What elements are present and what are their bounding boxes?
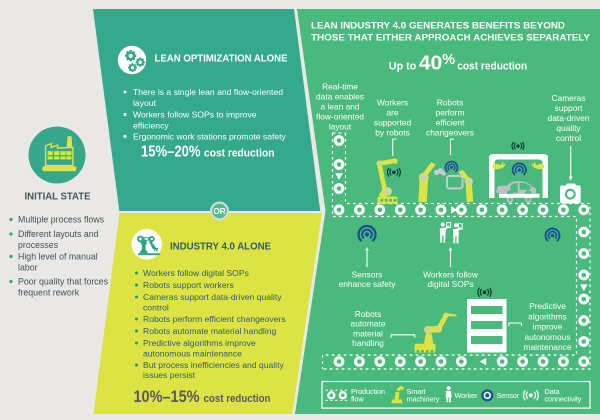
svg-text:Production: Production: [351, 387, 385, 396]
svg-text:Robots: Robots: [437, 98, 464, 108]
svg-text:Workers follow: Workers follow: [423, 270, 479, 280]
svg-text:15%–20%cost reduction: 15%–20% cost reduction: [141, 144, 275, 161]
svg-text:Robots automate material handl: Robots automate material handling: [143, 326, 277, 336]
svg-text:Data: Data: [545, 387, 561, 396]
svg-text:Predictive algorithms improve: Predictive algorithms improve: [143, 338, 256, 348]
svg-text:Predictive: Predictive: [529, 301, 566, 311]
svg-text:are: are: [386, 108, 398, 118]
svg-text:LEAN INDUSTRY 4.0 GENERATES BE: LEAN INDUSTRY 4.0 GENERATES BENEFITS BEY…: [311, 21, 565, 31]
svg-text:Cameras: Cameras: [552, 93, 586, 103]
svg-text:INITIAL STATE: INITIAL STATE: [25, 192, 91, 203]
svg-text:flow-oriented: flow-oriented: [316, 112, 364, 122]
svg-text:OR: OR: [213, 207, 225, 216]
svg-text:There is a single lean and flo: There is a single lean and flow-oriented: [133, 87, 283, 97]
svg-text:But process inefficiencies and: But process inefficiencies and quality: [143, 360, 284, 370]
svg-text:Poor quality that forces: Poor quality that forces: [18, 277, 109, 287]
svg-text:algorithms: algorithms: [528, 311, 567, 321]
svg-text:quality: quality: [556, 123, 581, 133]
svg-text:LEAN OPTIMIZATION ALONE: LEAN OPTIMIZATION ALONE: [155, 54, 288, 65]
svg-text:Robots: Robots: [355, 309, 382, 319]
svg-text:processes: processes: [18, 240, 59, 250]
svg-text:Cameras support data-driven qu: Cameras support data-driven quality: [143, 292, 282, 302]
svg-text:perform: perform: [436, 108, 465, 118]
svg-text:automate: automate: [351, 319, 386, 329]
svg-text:Different layouts and: Different layouts and: [18, 229, 99, 239]
svg-text:Ergonomic work stations promot: Ergonomic work stations promote safety: [133, 132, 287, 142]
svg-text:Sensor: Sensor: [497, 391, 520, 400]
svg-text:connectivity: connectivity: [545, 395, 582, 404]
svg-text:maintenance: maintenance: [524, 342, 572, 352]
svg-text:Workers follow digital SOPs: Workers follow digital SOPs: [143, 268, 249, 278]
svg-text:Smart: Smart: [407, 387, 426, 396]
svg-text:data-driven: data-driven: [548, 113, 590, 123]
svg-text:10%–15%cost reduction: 10%–15% cost reduction: [134, 387, 271, 406]
svg-text:INDUSTRY 4.0 ALONE: INDUSTRY 4.0 ALONE: [170, 242, 271, 253]
svg-text:supported: supported: [374, 118, 412, 128]
svg-text:Robots support workers: Robots support workers: [143, 280, 234, 290]
svg-text:Real-time: Real-time: [322, 82, 358, 92]
svg-text:Sensors: Sensors: [352, 270, 383, 280]
svg-text:efficient: efficient: [436, 118, 465, 128]
svg-text:Multiple process flows: Multiple process flows: [18, 215, 105, 225]
svg-text:issues persist: issues persist: [143, 370, 196, 380]
svg-text:Workers follow SOPs to improve: Workers follow SOPs to improve: [133, 110, 257, 120]
svg-text:by robots: by robots: [375, 128, 409, 138]
svg-text:Worker: Worker: [455, 391, 478, 400]
svg-text:autonomous: autonomous: [524, 332, 570, 342]
svg-text:support: support: [555, 103, 584, 113]
svg-text:layout: layout: [329, 122, 352, 132]
svg-text:improve: improve: [533, 322, 563, 332]
svg-text:High level of manual: High level of manual: [18, 252, 98, 262]
svg-text:flow: flow: [351, 395, 364, 404]
svg-text:THOSE THAT EITHER APPROACH ACH: THOSE THAT EITHER APPROACH ACHIEVES SEPA…: [311, 33, 591, 43]
svg-text:material: material: [353, 328, 383, 338]
svg-text:efficiency: efficiency: [133, 121, 169, 131]
svg-text:control: control: [143, 303, 169, 313]
svg-text:frequent rework: frequent rework: [18, 288, 80, 298]
svg-text:Robots perform efficient chang: Robots perform efficient changeovers: [143, 314, 286, 324]
svg-text:autonomous maintenance: autonomous maintenance: [143, 349, 242, 359]
svg-text:a lean and: a lean and: [320, 102, 359, 112]
svg-text:data enables: data enables: [316, 92, 364, 102]
svg-text:changeovers: changeovers: [426, 128, 474, 138]
svg-text:labor: labor: [18, 263, 38, 273]
svg-text:machinery: machinery: [407, 395, 440, 404]
svg-text:enhance safety: enhance safety: [339, 279, 397, 289]
svg-text:layout: layout: [133, 98, 157, 108]
svg-text:control: control: [556, 133, 581, 143]
svg-text:handling: handling: [352, 338, 384, 348]
svg-text:Workers: Workers: [377, 98, 408, 108]
svg-text:digital SOPs: digital SOPs: [427, 279, 473, 289]
